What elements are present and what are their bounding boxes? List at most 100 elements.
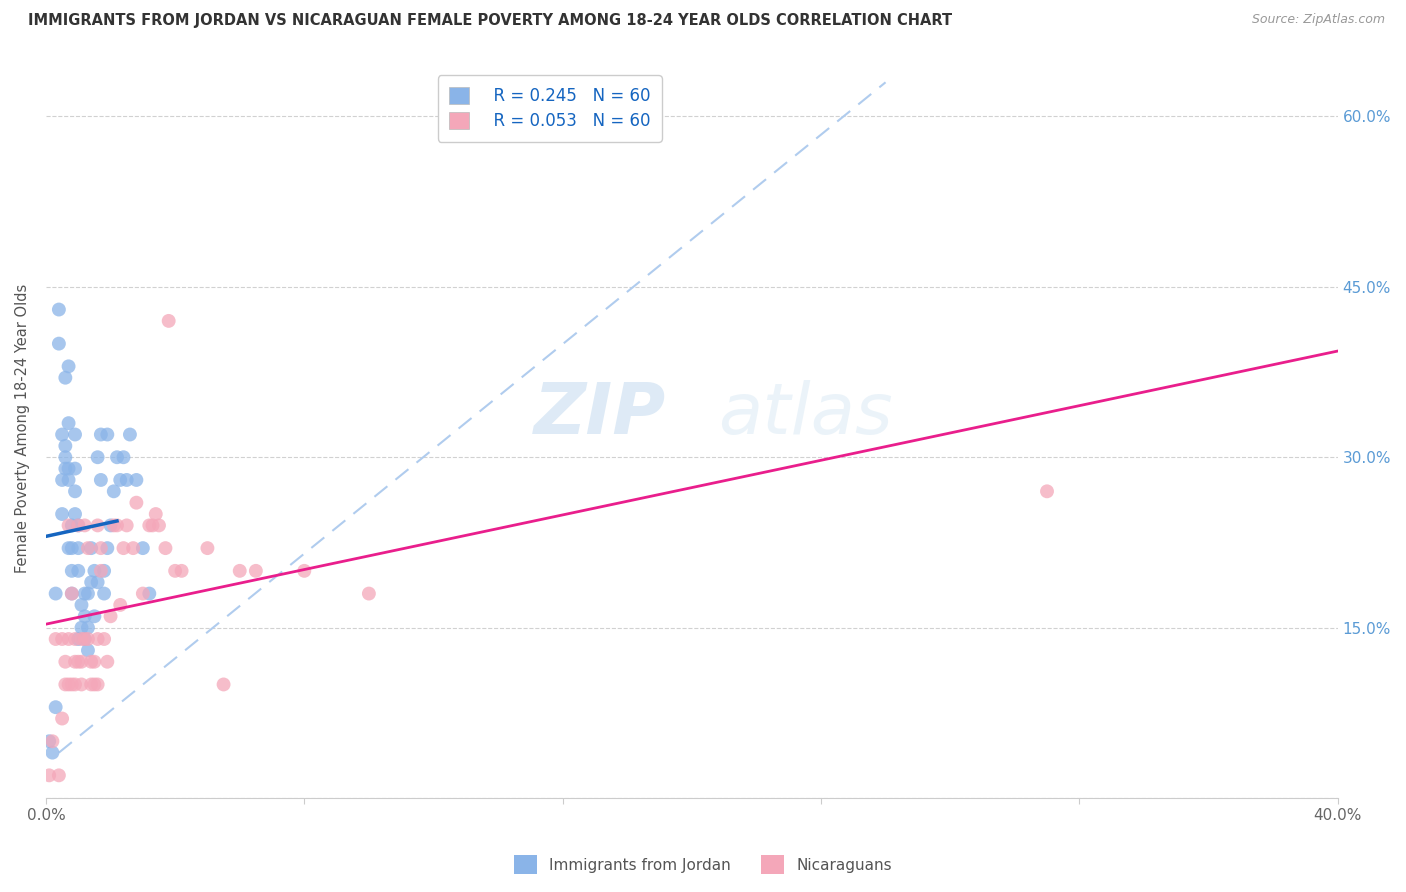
Point bbox=[77, 586, 100, 600]
Point bbox=[58, 461, 80, 475]
Point bbox=[51, 632, 73, 646]
Point bbox=[100, 609, 122, 624]
Point bbox=[73, 518, 96, 533]
Point bbox=[90, 473, 112, 487]
Point bbox=[83, 609, 105, 624]
Point bbox=[93, 586, 115, 600]
Point bbox=[58, 632, 80, 646]
Point bbox=[48, 336, 70, 351]
Point bbox=[132, 541, 155, 555]
Point bbox=[141, 518, 163, 533]
Point bbox=[58, 541, 80, 555]
Point bbox=[86, 632, 108, 646]
Point bbox=[38, 768, 60, 782]
Text: atlas: atlas bbox=[717, 380, 893, 449]
Point bbox=[60, 586, 83, 600]
Point bbox=[41, 734, 63, 748]
Point bbox=[83, 655, 105, 669]
Point bbox=[212, 677, 235, 691]
Point bbox=[60, 518, 83, 533]
Point bbox=[155, 541, 177, 555]
Point bbox=[90, 564, 112, 578]
Point bbox=[105, 518, 128, 533]
Point bbox=[197, 541, 219, 555]
Point bbox=[53, 677, 76, 691]
Point bbox=[93, 564, 115, 578]
Point bbox=[63, 632, 86, 646]
Point bbox=[38, 734, 60, 748]
Point bbox=[86, 518, 108, 533]
Point bbox=[63, 427, 86, 442]
Point bbox=[63, 655, 86, 669]
Point bbox=[148, 518, 170, 533]
Point bbox=[67, 541, 90, 555]
Point bbox=[70, 677, 93, 691]
Point bbox=[112, 541, 135, 555]
Point bbox=[51, 473, 73, 487]
Point bbox=[80, 541, 103, 555]
Point bbox=[110, 473, 132, 487]
Point bbox=[58, 359, 80, 374]
Point bbox=[96, 655, 118, 669]
Point bbox=[41, 746, 63, 760]
Point bbox=[115, 518, 138, 533]
Point bbox=[58, 416, 80, 430]
Point bbox=[51, 712, 73, 726]
Point bbox=[58, 518, 80, 533]
Point bbox=[86, 575, 108, 590]
Point bbox=[48, 302, 70, 317]
Point bbox=[125, 496, 148, 510]
Legend: Immigrants from Jordan, Nicaraguans: Immigrants from Jordan, Nicaraguans bbox=[508, 849, 898, 880]
Point bbox=[105, 450, 128, 465]
Point bbox=[77, 643, 100, 657]
Point bbox=[122, 541, 145, 555]
Point bbox=[53, 450, 76, 465]
Point bbox=[1036, 484, 1059, 499]
Point bbox=[60, 677, 83, 691]
Point bbox=[118, 427, 141, 442]
Point bbox=[53, 370, 76, 384]
Point bbox=[86, 677, 108, 691]
Point bbox=[73, 609, 96, 624]
Point bbox=[45, 700, 67, 714]
Point bbox=[51, 507, 73, 521]
Point bbox=[60, 564, 83, 578]
Point bbox=[90, 541, 112, 555]
Text: IMMIGRANTS FROM JORDAN VS NICARAGUAN FEMALE POVERTY AMONG 18-24 YEAR OLDS CORREL: IMMIGRANTS FROM JORDAN VS NICARAGUAN FEM… bbox=[28, 13, 952, 29]
Point bbox=[292, 564, 315, 578]
Point bbox=[70, 632, 93, 646]
Point bbox=[357, 586, 380, 600]
Point bbox=[67, 655, 90, 669]
Point bbox=[73, 632, 96, 646]
Y-axis label: Female Poverty Among 18-24 Year Olds: Female Poverty Among 18-24 Year Olds bbox=[15, 285, 30, 574]
Point bbox=[70, 598, 93, 612]
Point bbox=[132, 586, 155, 600]
Point bbox=[80, 677, 103, 691]
Point bbox=[77, 541, 100, 555]
Point bbox=[96, 427, 118, 442]
Point bbox=[63, 507, 86, 521]
Point bbox=[58, 473, 80, 487]
Point bbox=[228, 564, 250, 578]
Point bbox=[45, 586, 67, 600]
Point bbox=[245, 564, 267, 578]
Point bbox=[83, 677, 105, 691]
Point bbox=[93, 632, 115, 646]
Point bbox=[70, 655, 93, 669]
Point bbox=[60, 586, 83, 600]
Point bbox=[90, 427, 112, 442]
Point bbox=[86, 450, 108, 465]
Point bbox=[103, 518, 125, 533]
Point bbox=[80, 575, 103, 590]
Point bbox=[53, 439, 76, 453]
Point bbox=[63, 677, 86, 691]
Point bbox=[70, 621, 93, 635]
Legend:   R = 0.245   N = 60,   R = 0.053   N = 60: R = 0.245 N = 60, R = 0.053 N = 60 bbox=[437, 75, 662, 142]
Point bbox=[63, 461, 86, 475]
Point bbox=[51, 427, 73, 442]
Point bbox=[67, 564, 90, 578]
Point bbox=[83, 564, 105, 578]
Point bbox=[60, 541, 83, 555]
Point bbox=[138, 586, 160, 600]
Point bbox=[73, 632, 96, 646]
